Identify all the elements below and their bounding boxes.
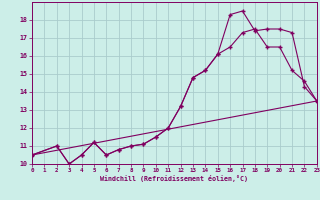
X-axis label: Windchill (Refroidissement éolien,°C): Windchill (Refroidissement éolien,°C) (100, 175, 248, 182)
